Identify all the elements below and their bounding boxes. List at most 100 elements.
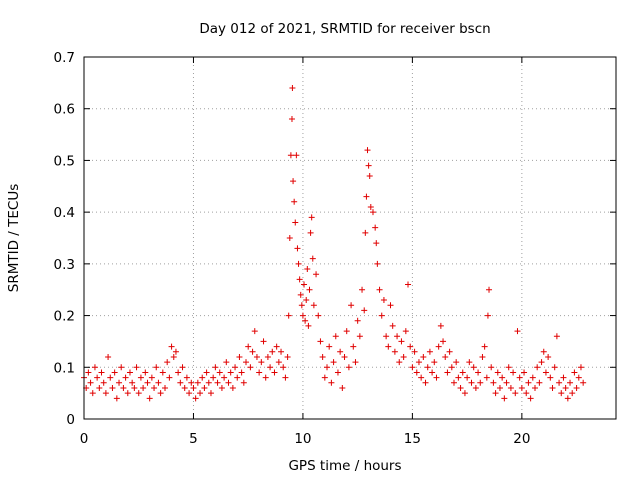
data-point [328,379,335,386]
data-point [203,369,210,376]
data-point [315,312,322,319]
data-point [374,260,381,267]
data-point [531,384,538,391]
data-point [426,348,433,355]
data-point [363,193,370,200]
data-point [301,281,308,288]
data-point [183,374,190,381]
data-point [455,374,462,381]
data-point [556,379,563,386]
data-point [137,374,144,381]
data-point [558,390,565,397]
data-point [218,384,225,391]
data-point [207,390,214,397]
data-point [260,338,267,345]
data-point [424,364,431,371]
data-point [337,348,344,355]
data-point [512,390,519,397]
y-tick-labels: 0 0.1 0.2 0.3 0.4 0.5 0.6 0.7 [54,50,75,428]
data-point [359,286,366,293]
data-point [319,353,326,360]
data-point [492,390,499,397]
data-point [486,286,493,293]
data-point [332,333,339,340]
data-point [275,359,282,366]
data-point [490,379,497,386]
data-point [100,379,107,386]
data-point [282,374,289,381]
data-point [317,338,324,345]
data-point [364,147,371,154]
data-point [362,229,369,236]
data-point [551,364,558,371]
data-point [394,333,401,340]
data-point [466,359,473,366]
data-point [415,359,422,366]
data-point [380,297,387,304]
data-point [453,359,460,366]
data-point [153,364,160,371]
data-point [287,152,294,159]
data-point [348,302,355,309]
data-point [529,374,536,381]
data-point [400,353,407,360]
data-point [345,364,352,371]
data-point [105,353,112,360]
data-point [129,379,136,386]
y-tick-label: 0.6 [54,102,75,118]
data-point [249,348,256,355]
data-point [85,369,92,376]
data-point [188,379,195,386]
data-point [113,395,120,402]
data-point [238,369,245,376]
data-point [303,297,310,304]
y-tick-label: 0.4 [54,205,75,221]
data-point [564,395,571,402]
data-point [475,369,482,376]
x-tick-label: 0 [80,431,89,447]
data-point [240,379,247,386]
y-tick-label: 0.5 [54,153,75,169]
data-point [420,353,427,360]
data-point [212,364,219,371]
data-point [245,343,252,350]
data-point [267,364,274,371]
data-point [547,374,554,381]
data-point [378,312,385,319]
data-point [140,384,147,391]
data-point [516,374,523,381]
data-point [107,374,114,381]
data-point [223,359,230,366]
data-point [398,338,405,345]
data-point [569,390,576,397]
data-point [385,343,392,350]
data-point [155,379,162,386]
data-point [553,333,560,340]
data-point [271,369,278,376]
data-point [186,390,193,397]
data-point [580,379,587,386]
data-point [142,369,149,376]
data-point [157,390,164,397]
data-point [567,379,574,386]
y-tick-label: 0.7 [54,50,75,66]
data-point [405,281,412,288]
data-point [483,374,490,381]
data-point [514,328,521,335]
data-point [448,364,455,371]
data-point [264,353,271,360]
data-point [446,348,453,355]
data-point [308,214,315,221]
data-point [369,209,376,216]
data-point [352,359,359,366]
data-point [288,116,295,123]
data-point [484,312,491,319]
data-point [577,364,584,371]
data-point [168,343,175,350]
data-point [518,384,525,391]
data-point [444,369,451,376]
data-point [256,369,263,376]
data-point [343,328,350,335]
x-tick-labels: 0 5 10 15 20 [80,431,531,447]
x-tick-label: 5 [189,431,198,447]
